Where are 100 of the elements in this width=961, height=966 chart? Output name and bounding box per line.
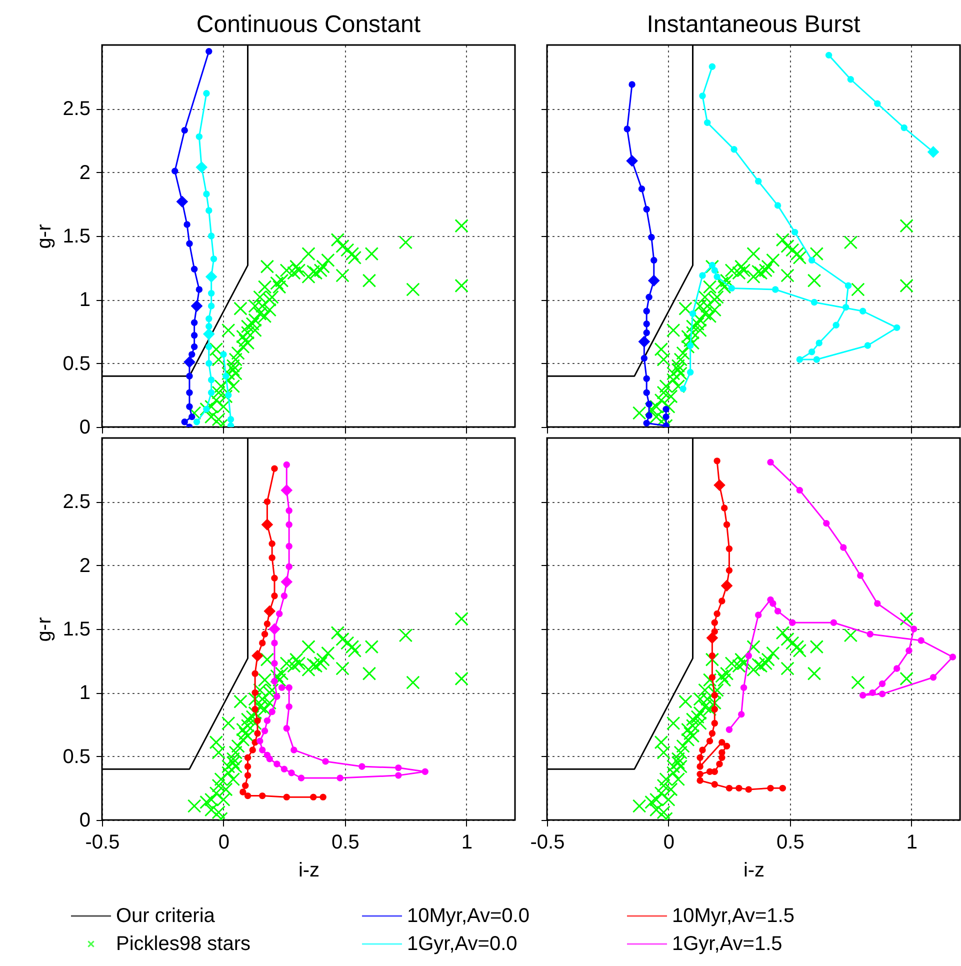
point: [699, 746, 706, 754]
point: [254, 730, 261, 737]
y-tick-label: 1: [79, 289, 90, 312]
point: [254, 717, 261, 724]
point: [711, 781, 718, 788]
point: [208, 389, 215, 396]
x-tick-label: 0: [663, 832, 675, 854]
point: [718, 754, 726, 761]
point: [680, 385, 686, 392]
point: [638, 336, 650, 348]
point: [190, 343, 198, 350]
point: [699, 92, 706, 100]
point: [796, 486, 804, 494]
point: [643, 308, 650, 314]
point: [650, 256, 658, 264]
y-tick-label: 1.5: [62, 618, 90, 640]
point: [181, 126, 188, 134]
point: [893, 324, 900, 332]
point: [258, 640, 266, 646]
point: [193, 418, 200, 426]
point: [832, 322, 840, 328]
point: [686, 342, 694, 349]
point: [261, 728, 268, 734]
point: [643, 420, 650, 427]
point: [184, 356, 196, 368]
x-tick-label: 1: [461, 832, 472, 854]
point: [186, 240, 193, 247]
point: [859, 692, 866, 699]
point: [745, 652, 752, 660]
legend-label: Our criteria: [116, 905, 216, 927]
point: [210, 256, 218, 262]
point: [638, 186, 646, 192]
point: [286, 507, 292, 514]
point: [726, 545, 733, 552]
legend-label: Pickles98 stars: [116, 933, 250, 955]
point: [358, 763, 366, 770]
y-tick-label: 2.5: [62, 491, 90, 514]
point: [910, 626, 918, 632]
point: [643, 206, 650, 213]
point: [900, 124, 908, 132]
point: [252, 670, 258, 677]
y-tick-label: 0: [79, 810, 90, 832]
point: [770, 600, 776, 607]
point: [842, 304, 850, 311]
point: [869, 689, 876, 696]
x-tick-label: 1: [906, 832, 918, 854]
y-tick-label: 0.5: [62, 352, 90, 375]
point: [278, 684, 286, 691]
point: [726, 726, 733, 733]
point: [264, 498, 271, 506]
y-tick-label: 0: [79, 416, 90, 438]
point: [813, 356, 820, 363]
chart-title: Instantaneous Burst: [646, 11, 861, 38]
point: [718, 598, 726, 604]
point: [283, 724, 290, 732]
point: [249, 746, 256, 754]
point: [258, 792, 266, 800]
point: [711, 720, 718, 727]
point: [859, 308, 866, 314]
point: [196, 286, 203, 293]
legend-label: 10Myr,Av=1.5: [672, 905, 794, 927]
legend-label: 10Myr,Av=0.0: [407, 905, 530, 927]
point: [711, 692, 718, 699]
point: [256, 738, 264, 744]
point: [203, 406, 210, 413]
point: [720, 504, 728, 512]
point: [711, 706, 718, 713]
point: [755, 178, 762, 185]
point: [322, 758, 329, 765]
point: [767, 458, 774, 466]
point: [720, 580, 733, 592]
point: [808, 348, 816, 356]
point: [286, 703, 292, 710]
point: [268, 708, 276, 716]
point: [266, 756, 273, 762]
point: [280, 766, 288, 772]
point: [706, 768, 714, 775]
point: [271, 592, 278, 600]
legend-label: 1Gyr,Av=1.5: [672, 933, 782, 955]
point: [918, 637, 924, 644]
x-tick-label: 0.5: [332, 832, 360, 854]
point: [866, 630, 874, 638]
point: [767, 784, 774, 792]
point: [704, 119, 711, 126]
x-tick-label: -0.5: [85, 832, 120, 854]
point: [208, 290, 215, 297]
point: [662, 406, 670, 413]
point: [203, 90, 210, 97]
point: [271, 640, 278, 646]
point: [206, 207, 212, 214]
point: [808, 256, 816, 264]
point: [206, 343, 212, 350]
point: [261, 630, 268, 638]
point: [714, 610, 720, 618]
y-tick-label: 2: [79, 162, 90, 184]
point: [816, 340, 822, 346]
point: [224, 392, 232, 399]
point: [244, 754, 252, 761]
x-tick-label: -0.5: [530, 832, 565, 854]
point: [186, 403, 193, 410]
